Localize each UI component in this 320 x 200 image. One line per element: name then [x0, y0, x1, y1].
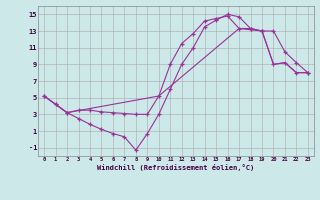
- X-axis label: Windchill (Refroidissement éolien,°C): Windchill (Refroidissement éolien,°C): [97, 164, 255, 171]
